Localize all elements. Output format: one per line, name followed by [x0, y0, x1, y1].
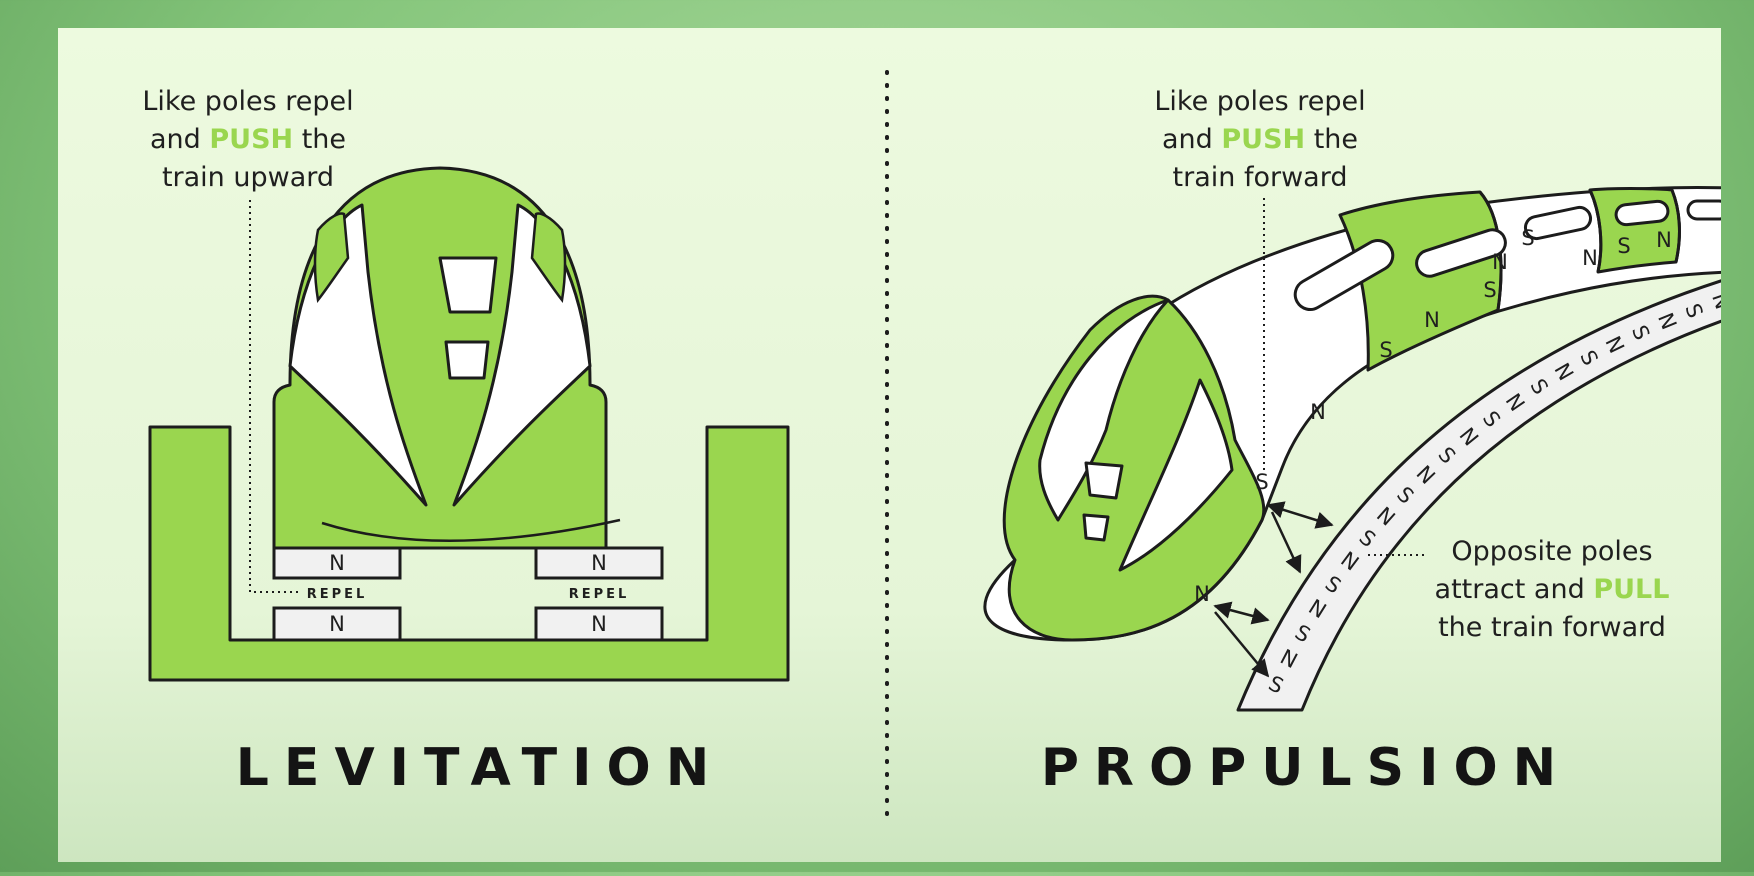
propulsion-push-caption-line3: train forward [1173, 162, 1348, 193]
train-pole-label: N [1582, 246, 1598, 270]
repel-label-left: REPEL [307, 587, 368, 602]
pole-label: N [329, 551, 345, 575]
train-pole-label: S [1521, 226, 1534, 250]
propulsion-section: Like poles repel and PUSH the train forw… [983, 86, 1735, 798]
levitation-title: LEVITATION [236, 738, 724, 798]
propulsion-push-caption-line1: Like poles repel [1154, 86, 1365, 117]
cab-window-upper [1084, 461, 1124, 500]
train-window-upper [438, 256, 498, 314]
guideway-magnet-right: N [534, 606, 664, 642]
nose-pole-labels: N S N [1194, 400, 1326, 606]
levitation-leader-line [249, 200, 298, 593]
levitation-caption-line2: and PUSH the [150, 124, 346, 155]
train-pole-label: S [1379, 338, 1392, 362]
car-window [1415, 228, 1507, 278]
propulsion-push-caption-line2: and PUSH the [1162, 124, 1358, 155]
propulsion-pull-caption-line1: Opposite poles [1451, 536, 1652, 567]
train-magnet-left: N [272, 546, 402, 580]
pull-emphasis: PULL [1593, 574, 1669, 605]
car-window [1293, 239, 1395, 311]
train-pole-label: N [1492, 250, 1508, 274]
guideway-pole-label: N [1707, 290, 1735, 313]
car-window [1523, 205, 1593, 241]
nose-pole-label: N [1194, 582, 1210, 606]
guideway-magnet-left: N [272, 606, 402, 642]
repel-label-right: REPEL [569, 587, 630, 602]
train-magnet-right: N [534, 546, 664, 580]
propulsion-pull-caption-line3: the train forward [1438, 612, 1666, 643]
car-window [1614, 199, 1670, 227]
car-window [1686, 199, 1721, 221]
train-pole-label: S [1617, 234, 1630, 258]
pole-label: N [329, 612, 345, 636]
train-pole-label: S [1483, 278, 1496, 302]
pole-label: N [591, 612, 607, 636]
nose-pole-label: S [1255, 470, 1268, 494]
pole-label: N [591, 551, 607, 575]
force-arrows [1213, 501, 1334, 678]
levitation-caption-line1: Like poles repel [142, 86, 353, 117]
cab-window-lower [1082, 513, 1110, 542]
propulsion-pull-caption-line2: attract and PULL [1435, 574, 1670, 605]
curved-guideway [1236, 279, 1721, 712]
train-pole-label: N [1424, 308, 1440, 332]
nose-pole-label: N [1310, 400, 1326, 424]
train-window-lower [444, 340, 490, 380]
propulsion-title: PROPULSION [1041, 738, 1571, 798]
push-emphasis: PUSH [209, 124, 293, 155]
levitation-train-front [272, 166, 621, 550]
guideway-channel [148, 425, 790, 682]
train-pole-label: N [1656, 228, 1672, 252]
levitation-caption-line3: train upward [162, 162, 334, 193]
levitation-section: Like poles repel and PUSH the train upwa… [142, 86, 790, 798]
push-emphasis: PUSH [1221, 124, 1305, 155]
